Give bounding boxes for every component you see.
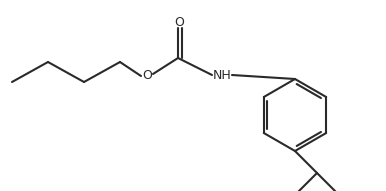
Text: NH: NH	[213, 69, 231, 82]
Text: O: O	[142, 69, 152, 82]
Text: O: O	[174, 15, 184, 28]
